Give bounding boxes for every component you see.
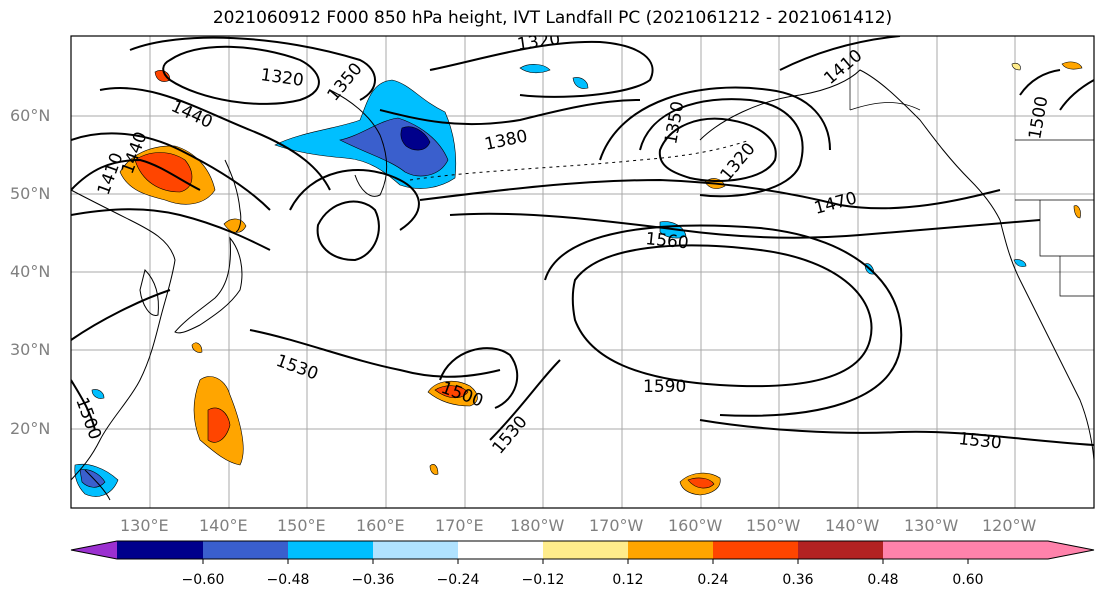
lat-label: 60°N: [10, 106, 51, 125]
colorbar-swatch: [288, 541, 373, 559]
lon-label: 120°W: [982, 516, 1037, 535]
colorbar-swatch: [543, 541, 628, 559]
lon-label: 130°W: [904, 516, 959, 535]
colorbar-tick-label: −0.24: [436, 572, 480, 588]
colorbar-tick-label: 0.60: [952, 572, 984, 588]
colorbar-swatch: [203, 541, 288, 559]
contour-label: 1590: [643, 377, 686, 397]
colorbar: [70, 540, 1095, 564]
contour-label: 1560: [644, 229, 689, 253]
lat-label: 30°N: [10, 340, 51, 359]
colorbar-tick-label: 0.48: [867, 572, 899, 588]
colorbar-extend-high: [968, 541, 1094, 559]
lon-label: 160°E: [356, 516, 405, 535]
colorbar-tick-label: 0.24: [697, 572, 729, 588]
colorbar-swatch: [798, 541, 883, 559]
contour-label: 1320: [516, 29, 562, 55]
colorbar-tick-label: 0.12: [612, 572, 644, 588]
colorbar-tick-label: 0.36: [782, 572, 814, 588]
colorbar-tick-label: −0.48: [266, 572, 310, 588]
lon-label: 170°W: [589, 516, 644, 535]
lat-label: 50°N: [10, 184, 51, 203]
boundaries: [849, 36, 1094, 297]
colorbar-swatch: [713, 541, 798, 559]
ivt-shading: [74, 61, 1083, 497]
colorbar-swatch: [628, 541, 713, 559]
map-title: 2021060912 F000 850 hPa height, IVT Land…: [212, 8, 893, 28]
colorbar-swatch: [117, 541, 203, 559]
lat-label: 20°N: [10, 419, 51, 438]
height-contours: [71, 36, 1094, 446]
coastlines: [71, 69, 1094, 501]
lon-label: 150°E: [277, 516, 326, 535]
colorbar-extend-low: [71, 541, 117, 559]
map-frame: [70, 35, 1095, 509]
lon-label: 150°W: [746, 516, 801, 535]
colorbar-tick-label: −0.12: [521, 572, 565, 588]
lon-label: 160°W: [668, 516, 723, 535]
lon-label: 180°W: [510, 516, 565, 535]
lon-label: 130°E: [120, 516, 169, 535]
contour-label: 1530: [957, 429, 1002, 453]
colorbar-swatch: [458, 541, 543, 559]
colorbar-swatch: [373, 541, 458, 559]
colorbar-tick-label: −0.60: [181, 572, 225, 588]
lon-label: 140°E: [199, 516, 248, 535]
lon-label: 140°W: [825, 516, 880, 535]
colorbar-tick-label: −0.36: [351, 572, 395, 588]
colorbar-swatch: [883, 541, 968, 559]
lon-label: 170°E: [435, 516, 484, 535]
lat-label: 40°N: [10, 262, 51, 281]
